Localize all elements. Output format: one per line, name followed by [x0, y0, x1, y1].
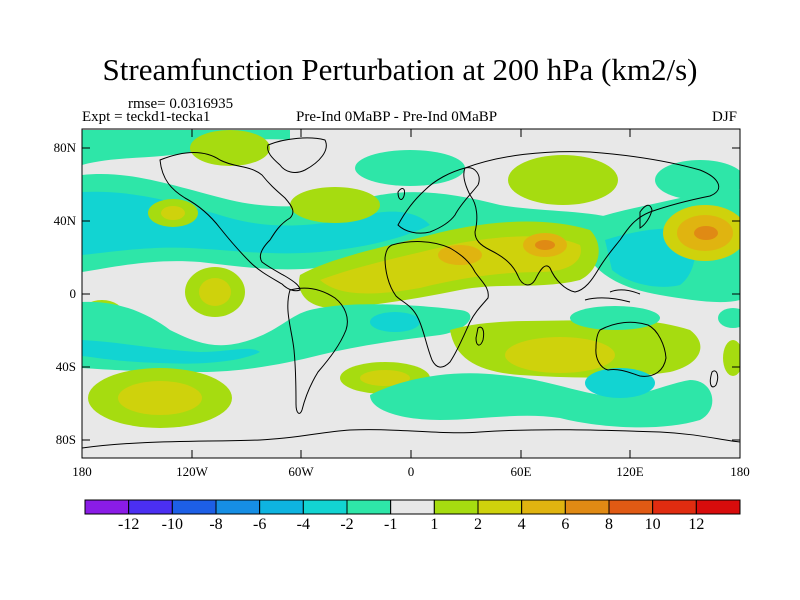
colorbar [84, 499, 741, 515]
colorbar-swatch [259, 499, 304, 515]
colorbar-swatch [521, 499, 566, 515]
negative-region [82, 340, 260, 364]
colorbar-label: 8 [605, 516, 613, 533]
colorbar-swatch [128, 499, 173, 515]
negative-region [655, 160, 740, 200]
positive-region [508, 155, 618, 205]
colorbar-swatch [390, 499, 435, 515]
colorbar-swatch [171, 499, 217, 515]
coastlines [82, 137, 740, 449]
continent-outline [384, 241, 489, 368]
colorbar-swatch [302, 499, 348, 515]
positive-region [199, 278, 231, 306]
colorbar-swatch [608, 499, 654, 515]
colorbar-label: 1 [430, 516, 439, 533]
colorbar-label: 10 [644, 516, 661, 533]
axis-ticks [82, 129, 740, 458]
colorbar-label: 12 [688, 516, 705, 533]
positive-region [535, 240, 555, 250]
continent-outline [287, 287, 348, 414]
colorbar-label: -1 [383, 516, 398, 533]
positive-region [161, 206, 185, 220]
colorbar-label: 6 [561, 516, 570, 533]
positive-region [290, 187, 380, 223]
lon-label-0: 0 [407, 464, 415, 479]
colorbar-swatch [215, 499, 261, 515]
lat-label-0: 0 [69, 286, 77, 301]
colorbar-swatch [84, 499, 130, 515]
continent-outline [584, 289, 641, 303]
lon-label-180e: 180 [730, 464, 750, 479]
colorbar-label: 2 [474, 516, 482, 533]
continent-outline [475, 326, 485, 346]
colorbar-swatch [477, 499, 523, 515]
positive-region [505, 337, 615, 373]
continent-outline [463, 151, 720, 293]
continent-outline [159, 152, 301, 292]
continent-outline [709, 370, 719, 388]
negative-region [718, 308, 740, 328]
positive-region [190, 130, 270, 166]
season-label: DJF [712, 109, 738, 125]
negative-region [570, 306, 660, 330]
colorbar-label: -4 [296, 516, 310, 533]
lat-label-80n: 80N [53, 140, 76, 155]
colorbar-swatch [433, 499, 479, 515]
negative-region [585, 368, 655, 398]
negative-region [370, 373, 713, 428]
lat-label-80s: 80S [55, 432, 76, 447]
continent-outline [397, 188, 405, 200]
negative-region [355, 150, 465, 186]
colorbar-swatch [695, 499, 741, 515]
colorbar-label: -10 [161, 516, 183, 533]
lon-label-120w: 120W [176, 464, 208, 479]
colorbar-label: 4 [517, 516, 526, 533]
colorbar-swatch [346, 499, 392, 515]
map-title: Streamfunction Perturbation at 200 hPa (… [102, 52, 698, 87]
continent-outline [267, 137, 327, 173]
colorbar-swatch [652, 499, 697, 515]
positive-region [694, 226, 718, 240]
lat-label-40n: 40N [53, 213, 76, 228]
positive-region [118, 381, 202, 415]
lon-label-60w: 60W [288, 464, 314, 479]
lat-label-40s: 40S [55, 359, 76, 374]
lon-label-180w: 180 [72, 464, 92, 479]
positive-region [320, 236, 581, 294]
lon-label-60e: 60E [510, 464, 532, 479]
continent-outline [82, 429, 740, 449]
colorbar-swatch [564, 499, 610, 515]
continent-outline [639, 204, 653, 229]
colorbar-label: -12 [117, 516, 140, 533]
continent-outline [595, 321, 667, 377]
colorbar-label: -6 [252, 516, 267, 533]
lon-label-120e: 120E [616, 464, 644, 479]
negative-region [370, 312, 420, 332]
experiment-label: Expt = teckd1-tecka1 [82, 109, 211, 125]
colorbar-label: -8 [209, 516, 223, 533]
continent-outline [397, 167, 480, 234]
positive-region [360, 370, 410, 386]
period-label: Pre-Ind 0MaBP - Pre-Ind 0MaBP [296, 109, 498, 125]
colorbar-label: -2 [340, 516, 354, 533]
rmse-label: rmse= 0.0316935 [128, 96, 234, 112]
